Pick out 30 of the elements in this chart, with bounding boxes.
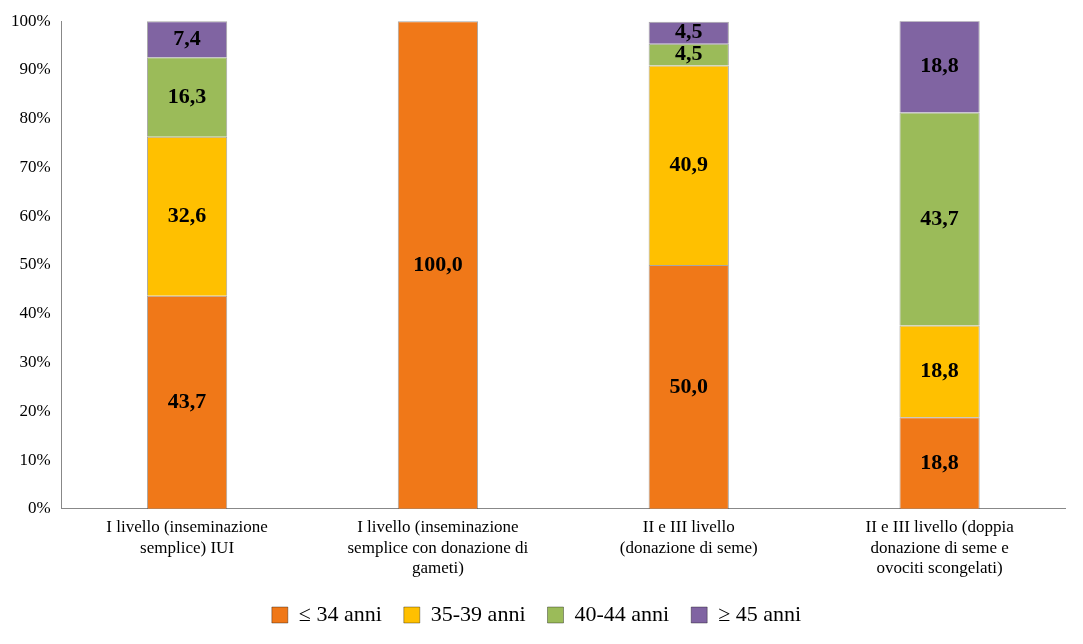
legend-label: 35-39 anni <box>430 600 526 626</box>
y-tick-label: 60% <box>19 205 51 225</box>
data-label: 43,7 <box>920 204 959 230</box>
data-label: 18,8 <box>920 52 959 78</box>
data-label: 50,0 <box>669 372 708 398</box>
data-label: 18,8 <box>920 356 959 382</box>
x-tick-label: I livello (inseminazione semplice con donazione di gameti) <box>347 517 529 578</box>
data-label: 16,3 <box>167 82 207 108</box>
x-tick-label: II e III livello (doppia donazione di seme e ovociti scongelati) <box>865 517 1015 578</box>
y-tick-label: 40% <box>19 303 51 323</box>
legend-label: ≤ 34 anni <box>298 600 382 626</box>
y-tick-label: 10% <box>19 449 51 469</box>
data-label: 100,0 <box>413 250 463 276</box>
y-tick-label: 50% <box>19 254 51 274</box>
y-tick-label: 90% <box>19 59 51 79</box>
y-tick-label: 0% <box>27 498 51 518</box>
data-label: 43,7 <box>167 387 207 413</box>
legend-label: 40-44 anni <box>574 600 670 626</box>
y-tick-label: 20% <box>19 400 51 420</box>
y-tick-label: 30% <box>19 351 51 371</box>
y-tick-label: 80% <box>19 108 51 128</box>
data-label: 32,6 <box>167 201 207 227</box>
x-tick-label: II e III livello (donazione di seme) <box>619 517 758 557</box>
y-tick-label: 100% <box>10 10 51 30</box>
data-label: 7,4 <box>173 24 201 50</box>
data-label: 40,9 <box>669 150 708 176</box>
x-tick-label: I livello (inseminazione semplice) IUI <box>106 517 268 557</box>
legend-label: ≥ 45 anni <box>718 600 802 626</box>
data-label: 18,8 <box>920 448 959 474</box>
y-tick-label: 70% <box>19 156 51 176</box>
